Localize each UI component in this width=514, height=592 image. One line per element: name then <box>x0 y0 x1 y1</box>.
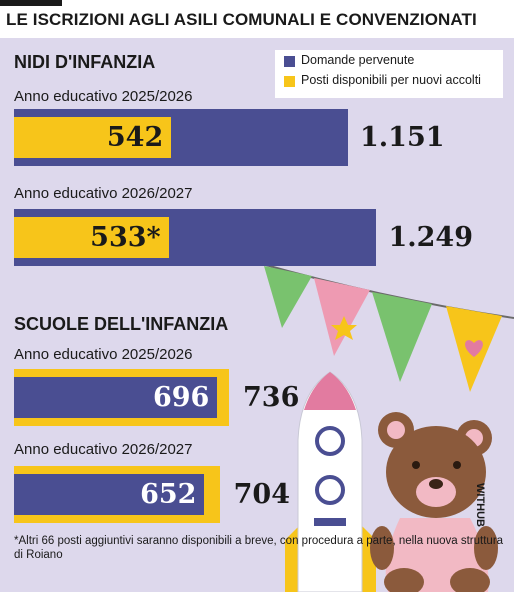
legend-swatch-places <box>284 76 295 87</box>
category-label: Anno educativo 2026/2027 <box>14 441 193 458</box>
bar-places-scuole-2026 <box>14 474 205 515</box>
bear-nose <box>429 479 443 489</box>
bar-places-scuole-2025 <box>14 377 218 418</box>
value-label-places-scuole-2025: 696 <box>152 381 210 413</box>
category-label: Anno educativo 2026/2027 <box>14 185 193 202</box>
value-label-places-nidi-2026: 533* <box>90 221 161 253</box>
value-label-places-scuole-2026: 652 <box>140 478 197 510</box>
top-accent-bar <box>0 0 62 6</box>
category-label: Anno educativo 2025/2026 <box>14 346 193 363</box>
legend: Domande pervenute Posti disponibili per … <box>275 50 503 98</box>
value-label-requests-scuole-2026: 704 <box>233 478 291 510</box>
bear-leg-right <box>450 568 490 592</box>
bear-arm-right <box>474 526 498 570</box>
credit: WITHUB <box>474 483 486 527</box>
footnote-text: *Altri 66 posti aggiuntivi saranno dispo… <box>14 535 504 561</box>
footnote: *Altri 66 posti aggiuntivi saranno dispo… <box>14 535 514 562</box>
infographic-title: LE ISCRIZIONI AGLI ASILI COMUNALI E CONV… <box>6 10 477 29</box>
value-label-requests-nidi-2025: 1.151 <box>360 121 445 153</box>
bar-places-nidi-2026 <box>14 217 169 258</box>
rocket-window-bottom <box>315 475 345 505</box>
green-pennant-2 <box>372 292 432 382</box>
bar-places-nidi-2025 <box>14 117 172 158</box>
legend-swatch-requests <box>284 56 295 67</box>
bear-eye-left <box>412 461 420 469</box>
value-label-places-nidi-2025: 542 <box>106 121 164 153</box>
category-label: Anno educativo 2025/2026 <box>14 88 193 105</box>
green-pennant <box>264 266 312 328</box>
legend-label-places: Posti disponibili per nuovi accolti <box>301 73 481 87</box>
heart-icon <box>465 340 483 357</box>
bear-eye-right <box>453 461 461 469</box>
section-title-nidi: NIDI D'INFANZIA <box>14 52 156 72</box>
bear-muzzle <box>416 477 456 507</box>
rocket-nose <box>304 372 356 410</box>
rocket-fin-left <box>285 525 300 592</box>
bear-head <box>386 426 486 518</box>
value-label-requests-scuole-2025: 736 <box>243 381 300 413</box>
star-icon <box>331 316 357 340</box>
rocket-window-top <box>315 426 345 456</box>
value-label-requests-nidi-2026: 1.249 <box>388 221 473 253</box>
rocket-band <box>314 518 346 526</box>
bear-leg-left <box>384 568 424 592</box>
pink-pennant <box>314 278 370 356</box>
legend-label-requests: Domande pervenute <box>301 53 415 67</box>
section-title-scuole: SCUOLE DELL'INFANZIA <box>14 314 229 334</box>
bear-arm-left <box>370 526 394 570</box>
